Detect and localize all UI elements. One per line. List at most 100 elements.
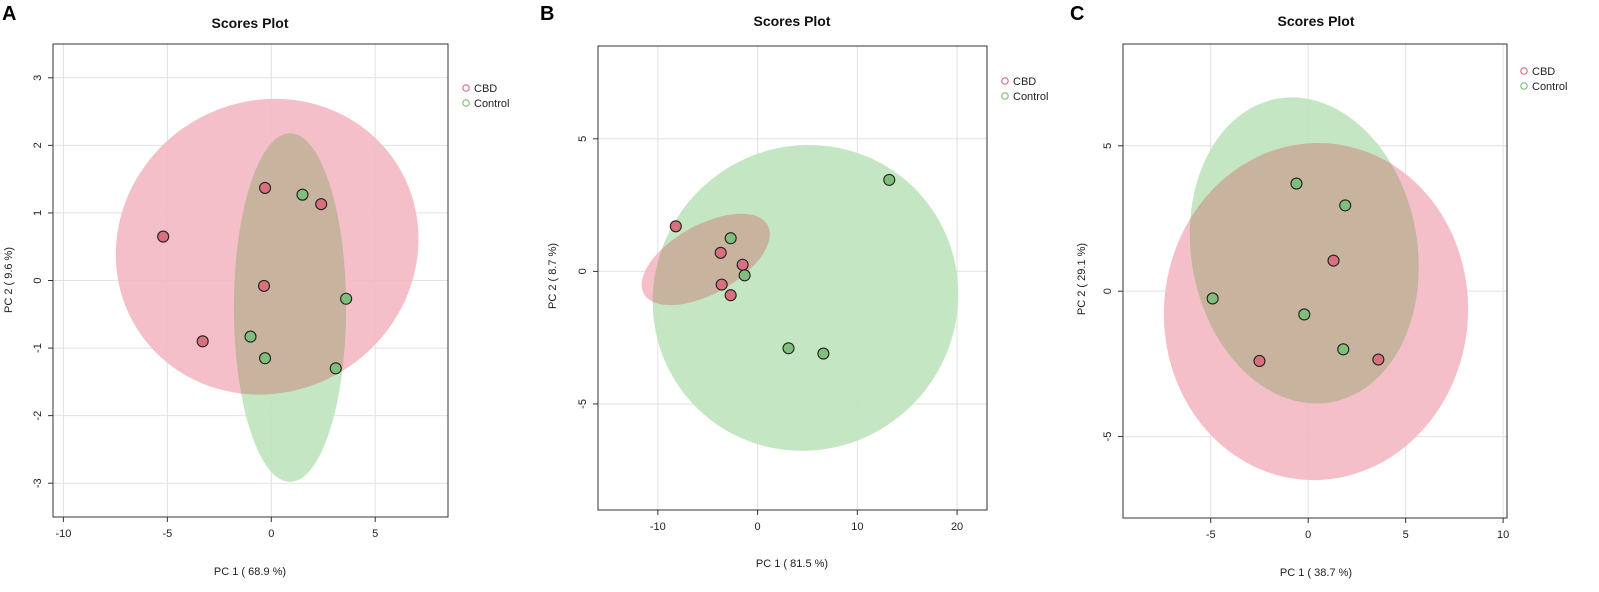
y-axis-label: PC 2 ( 29.1 %) [1076, 243, 1088, 315]
point-cbd [257, 279, 271, 292]
panel-letter-c: C [1070, 3, 1084, 25]
x-tick-label: 0 [1305, 529, 1311, 541]
point-control [738, 269, 751, 282]
panel-b: B Scores Plot -10 0 10 20 -5 0 5 CBD Control P… [540, 3, 1048, 570]
point-cbd [736, 258, 749, 271]
y-tick-label: 2 [32, 142, 44, 148]
y-axis: -5 0 5 [577, 136, 598, 409]
panel-c: C Scores Plot -5 0 5 10 -5 0 5 CBD Control PC … [1070, 3, 1567, 579]
point-control [817, 347, 830, 360]
y-axis: -3 -2 -1 0 1 2 3 [32, 75, 53, 488]
x-tick-label: -5 [1206, 529, 1216, 541]
y-tick-label: 5 [577, 136, 589, 142]
point-cbd [259, 181, 272, 194]
y-tick-label: -5 [1102, 432, 1114, 442]
plot-frame [597, 45, 988, 511]
legend-label-cbd: CBD [474, 83, 497, 95]
confidence-ellipses [115, 98, 419, 482]
y-tick-label: -2 [32, 411, 44, 421]
point-cbd [1253, 354, 1266, 368]
legend: CBD Control [462, 83, 509, 110]
ellipse-overlap [641, 213, 770, 306]
y-tick-label: -5 [577, 399, 589, 409]
x-tick-label: 0 [268, 528, 274, 540]
point-cbd [714, 246, 727, 259]
panel-letter-b: B [540, 3, 554, 25]
point-control [340, 292, 353, 305]
x-axis-label: PC 1 ( 81.5 %) [756, 558, 828, 570]
legend-label-cbd: CBD [1532, 66, 1555, 78]
legend: CBD Control [1001, 76, 1048, 103]
x-axis-label: PC 1 ( 38.7 %) [1280, 567, 1352, 579]
confidence-ellipses [1163, 97, 1469, 481]
point-control [724, 232, 737, 245]
plot-content: -10 0 10 20 -5 0 5 [577, 45, 988, 533]
point-control [296, 188, 309, 201]
x-axis: -10 -5 0 5 [55, 517, 378, 540]
legend-marker-cbd [462, 84, 470, 92]
ellipse-overlap-region [641, 213, 770, 306]
confidence-ellipses [641, 144, 959, 451]
legend-marker-control [1001, 92, 1009, 100]
point-control [259, 352, 272, 365]
data-points [157, 181, 353, 375]
x-tick-label: 0 [755, 521, 761, 533]
legend-marker-control [1520, 82, 1528, 90]
point-cbd [1372, 353, 1385, 366]
x-tick-label: -5 [162, 528, 172, 540]
plot-frame [1122, 43, 1508, 519]
plot-content: -5 0 5 10 -5 0 5 [1102, 43, 1509, 541]
data-points [669, 173, 896, 360]
y-tick-label: 0 [577, 268, 589, 274]
point-cbd [669, 220, 682, 233]
panel-letter-a: A [2, 3, 16, 25]
point-control [1298, 308, 1311, 321]
point-cbd [724, 289, 737, 302]
x-axis: -10 0 10 20 [650, 510, 963, 533]
legend-marker-cbd [1520, 67, 1528, 75]
x-tick-label: 20 [951, 521, 963, 533]
point-control [244, 330, 257, 343]
y-tick-label: 0 [32, 277, 44, 283]
chart-title: Scores Plot [211, 15, 288, 31]
point-control [1206, 292, 1219, 305]
y-axis: -5 0 5 [1102, 143, 1123, 442]
x-axis: -5 0 5 10 [1206, 518, 1509, 541]
chart-title: Scores Plot [753, 13, 830, 29]
point-control [1339, 199, 1352, 212]
x-axis-label: PC 1 ( 68.9 %) [214, 566, 286, 578]
data-points [1206, 177, 1385, 368]
legend-label-control: Control [474, 98, 509, 110]
legend-marker-control [462, 99, 470, 107]
point-cbd [1327, 254, 1340, 267]
legend-label-control: Control [1532, 81, 1567, 93]
point-cbd [315, 198, 328, 211]
y-axis-label: PC 2 ( 8.7 %) [547, 243, 559, 309]
x-tick-label: 10 [851, 521, 863, 533]
x-tick-label: 5 [1403, 529, 1409, 541]
y-tick-label: -3 [32, 478, 44, 488]
x-tick-label: -10 [650, 521, 666, 533]
chart-title: Scores Plot [1277, 13, 1354, 29]
y-tick-label: -1 [32, 343, 44, 353]
point-cbd [157, 230, 170, 243]
point-control [782, 342, 795, 355]
y-tick-label: 0 [1102, 288, 1114, 294]
point-control [883, 173, 896, 186]
y-tick-label: 3 [32, 75, 44, 81]
point-control [1290, 177, 1303, 190]
point-cbd [715, 278, 728, 291]
x-tick-label: -10 [55, 528, 71, 540]
y-axis-label: PC 2 ( 9.6 %) [3, 247, 15, 313]
legend-label-control: Control [1013, 91, 1048, 103]
point-control [1337, 343, 1350, 356]
legend-marker-cbd [1001, 77, 1009, 85]
legend: CBD Control [1520, 66, 1567, 93]
point-control [329, 362, 342, 375]
y-tick-label: 1 [32, 210, 44, 216]
x-tick-label: 10 [1497, 529, 1509, 541]
point-cbd [196, 335, 209, 348]
